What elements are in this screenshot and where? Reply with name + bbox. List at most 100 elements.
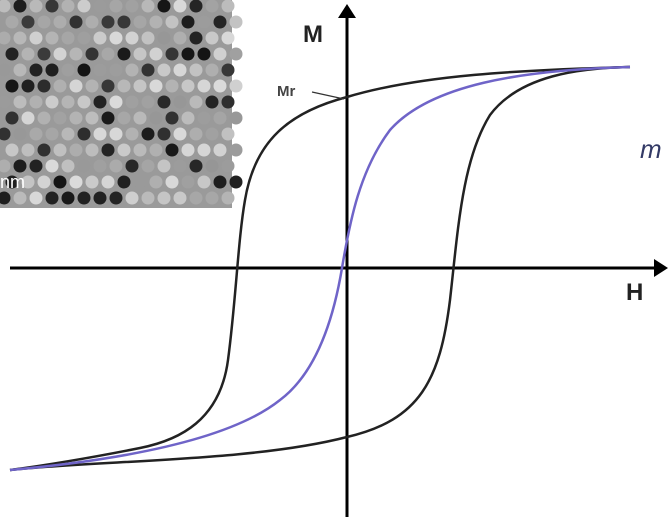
inset-scale-label: nm [0,172,25,192]
nanoparticle [14,32,27,45]
nanoparticle [190,192,203,205]
nanoparticle [14,0,27,13]
nanoparticle [86,144,99,157]
nanoparticle [70,80,83,93]
nanoparticle [134,176,147,189]
nanoparticle [54,48,67,61]
nanoparticle [78,128,91,141]
nanoparticle [46,64,59,77]
nanoparticle [230,144,243,157]
nanoparticle [6,112,19,125]
nanoparticle [62,160,75,173]
nanoparticle [110,96,123,109]
nanoparticle [150,176,163,189]
nanoparticle [22,16,35,29]
nanoparticle [126,96,139,109]
nanoparticle [30,32,43,45]
nanoparticle [46,128,59,141]
nanoparticle [86,112,99,125]
nanoparticle [70,176,83,189]
nanoparticle [102,144,115,157]
m-axis-label: M [303,21,323,48]
mr-label: Mr [277,83,295,100]
nanoparticle [38,144,51,157]
nanoparticle [230,16,243,29]
nanoparticle [222,128,235,141]
nanoparticle [6,80,19,93]
nanoparticle [230,112,243,125]
nanoparticle [102,48,115,61]
nanoparticle [190,96,203,109]
nanoparticle [142,64,155,77]
nanoparticle [102,112,115,125]
nanoparticle [86,16,99,29]
nanoparticle [126,64,139,77]
nanoparticle [46,32,59,45]
h-axis-label: H [626,279,643,306]
nanoparticle [70,112,83,125]
nanoparticle [118,144,131,157]
nanoparticle [158,64,171,77]
nanoparticle [214,48,227,61]
nanoparticle [174,160,187,173]
nanoparticle [222,64,235,77]
nanoparticle [142,96,155,109]
nanoparticle [198,80,211,93]
nanoparticle [166,48,179,61]
nanoparticle [14,64,27,77]
nanoparticle [62,192,75,205]
nanoparticle [158,0,171,13]
nanoparticle [62,0,75,13]
inset-image [0,0,243,208]
nanoparticle [86,48,99,61]
nanoparticle [94,128,107,141]
nanoparticle [38,16,51,29]
nanoparticle [14,192,27,205]
nanoparticle [214,144,227,157]
nanoparticle [70,16,83,29]
nanoparticle [134,80,147,93]
diagram: nm Mr M H m [0,0,668,517]
nanoparticle [110,64,123,77]
nanoparticle [78,64,91,77]
nanoparticle [190,32,203,45]
nanoparticle [62,32,75,45]
nanoparticle [150,144,163,157]
nanoparticle [134,16,147,29]
nanoparticle [78,192,91,205]
nanoparticle [78,96,91,109]
nanoparticle [118,112,131,125]
nanoparticle [118,48,131,61]
nanoparticle [190,0,203,13]
nanoparticle [94,0,107,13]
nanoparticle [46,192,59,205]
nanoparticle [126,32,139,45]
nanoparticle [222,192,235,205]
nanoparticle [54,176,67,189]
nanoparticle [102,176,115,189]
nanoparticle [14,160,27,173]
nanoparticle [142,128,155,141]
nanoparticle [222,0,235,13]
nanoparticle [70,144,83,157]
nanoparticle [190,160,203,173]
nanoparticle [222,32,235,45]
nanoparticle [118,176,131,189]
nanoparticle [182,48,195,61]
nanoparticle [190,64,203,77]
nanoparticle [206,96,219,109]
nanoparticle [78,0,91,13]
nanoparticle [38,80,51,93]
nanoparticle [30,96,43,109]
nanoparticle [206,192,219,205]
nanoparticle [174,96,187,109]
nanoparticle [54,16,67,29]
nanoparticle [174,128,187,141]
nanoparticle [78,160,91,173]
nanoparticle [166,16,179,29]
nanoparticle [198,112,211,125]
nanoparticle [198,16,211,29]
nanoparticle [206,64,219,77]
nanoparticle [182,176,195,189]
nanoparticle [38,176,51,189]
